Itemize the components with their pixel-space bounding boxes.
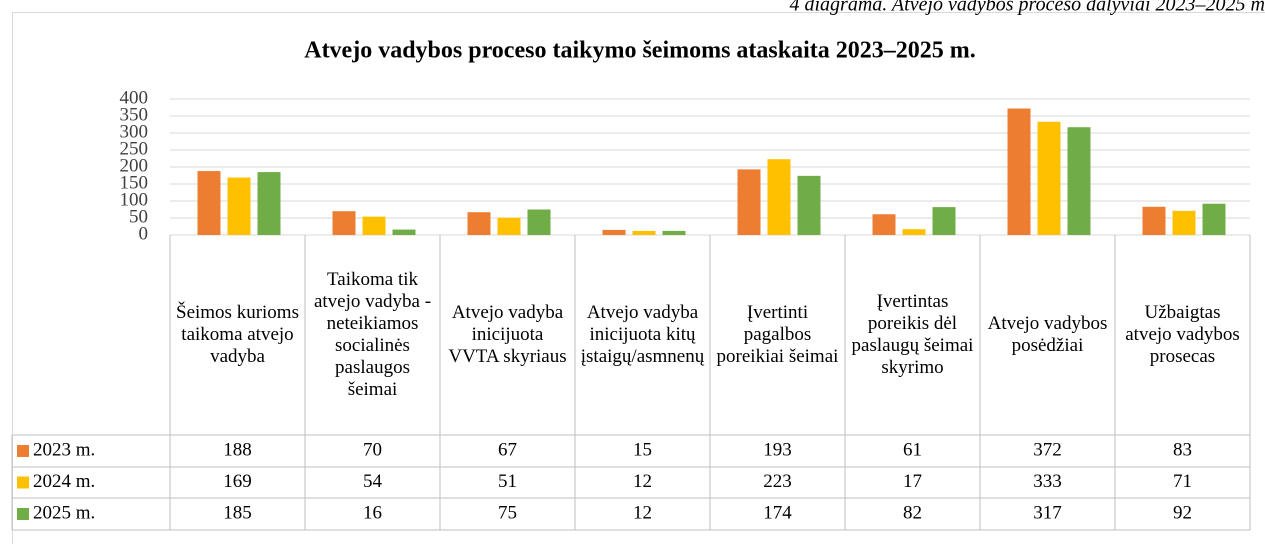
- table-value: 317: [1033, 502, 1062, 523]
- table-value: 185: [223, 502, 252, 523]
- bar: [1007, 108, 1031, 235]
- legend-label: 2024 m.: [33, 471, 95, 492]
- bar: [227, 177, 251, 235]
- bar: [602, 229, 626, 235]
- bar: [872, 214, 896, 235]
- bar: [1037, 121, 1061, 235]
- x-tick-label: Atvejo vadyba inicijuota VVTA skyriaus: [448, 302, 567, 367]
- x-tick-label: Užbaigtas atvejo vadybos prosecas: [1125, 302, 1240, 367]
- y-tick-label: 350: [120, 104, 149, 125]
- x-tick-label: Atvejo vadyba inicijuota kitų įstaigų/as…: [580, 302, 705, 367]
- bar: [332, 211, 356, 235]
- y-tick-label: 250: [120, 138, 149, 159]
- y-tick-label: 400: [120, 87, 149, 108]
- table-value: 61: [903, 439, 922, 460]
- table-value: 223: [763, 471, 792, 492]
- bar: [767, 159, 791, 235]
- table-value: 71: [1173, 471, 1192, 492]
- bar: [467, 212, 491, 235]
- bar: [1142, 206, 1166, 235]
- bar: [497, 217, 521, 235]
- table-value: 51: [498, 471, 517, 492]
- table-value: 372: [1033, 439, 1062, 460]
- table-value: 54: [363, 471, 383, 492]
- table-value: 188: [223, 439, 252, 460]
- table-value: 75: [498, 502, 517, 523]
- x-tick-label: Atvejo vadybos posėdžiai: [987, 313, 1108, 356]
- y-tick-label: 300: [120, 121, 149, 142]
- y-tick-label: 50: [129, 206, 148, 227]
- bar: [1067, 127, 1091, 235]
- legend-swatch: [17, 508, 29, 520]
- legend-label: 2023 m.: [33, 439, 95, 460]
- x-tick-label: Šeimos kurioms taikoma atvejo vadyba: [176, 302, 299, 367]
- caption: 4 diagrama. Atvejo vadybos proceso dalyv…: [790, 0, 1265, 16]
- table-value: 169: [223, 471, 252, 492]
- x-tick-label: Įvertinti pagalbos poreikiai šeimai: [716, 302, 839, 367]
- bar: [632, 230, 656, 235]
- bar: [362, 216, 386, 235]
- table-value: 12: [633, 502, 652, 523]
- table-value: 70: [363, 439, 382, 460]
- table-value: 12: [633, 471, 652, 492]
- table-value: 15: [633, 439, 652, 460]
- legend-swatch: [17, 476, 29, 489]
- bar: [1202, 203, 1226, 235]
- bar: [527, 209, 551, 235]
- legend-swatch: [17, 445, 29, 457]
- bar: [1172, 210, 1196, 235]
- table-value: 83: [1173, 439, 1192, 460]
- bar: [662, 230, 686, 235]
- x-tick-label: Įvertintas poreikis dėl paslaugų šeimai …: [851, 291, 974, 378]
- table-value: 16: [363, 502, 382, 523]
- bar: [797, 175, 821, 235]
- bar: [932, 207, 956, 235]
- y-tick-label: 0: [139, 223, 149, 244]
- table-value: 17: [903, 471, 922, 492]
- y-tick-label: 100: [120, 189, 149, 210]
- table-value: 92: [1173, 502, 1192, 523]
- bar: [902, 229, 926, 235]
- bar: [737, 169, 761, 235]
- table-value: 333: [1033, 471, 1062, 492]
- bar: [257, 172, 281, 235]
- legend-label: 2025 m.: [33, 502, 95, 523]
- table-value: 82: [903, 502, 922, 523]
- table-value: 67: [498, 439, 517, 460]
- y-tick-label: 200: [120, 155, 149, 176]
- bar: [392, 229, 416, 235]
- table-value: 193: [763, 439, 792, 460]
- bar: [197, 171, 221, 235]
- x-tick-label: Taikoma tik atvejo vadyba - neteikiamos …: [313, 269, 432, 400]
- y-tick-label: 150: [120, 172, 149, 193]
- chart-title: Atvejo vadybos proceso taikymo šeimoms a…: [304, 38, 976, 64]
- chart-frame: [12, 12, 1265, 544]
- table-value: 174: [763, 502, 792, 523]
